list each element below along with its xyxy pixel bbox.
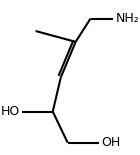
Text: HO: HO (0, 105, 20, 118)
Text: NH₂: NH₂ (116, 12, 139, 25)
Text: OH: OH (101, 136, 120, 149)
